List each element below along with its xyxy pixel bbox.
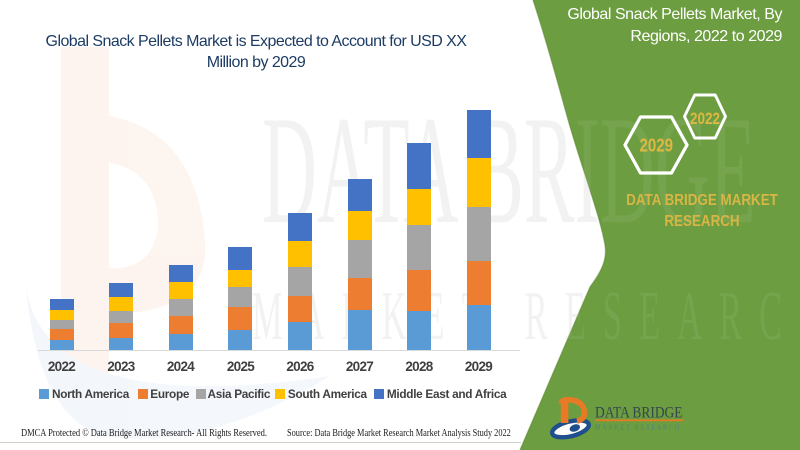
svg-text:2029: 2029 [640,135,674,156]
svg-text:DATA BRIDGE: DATA BRIDGE [595,405,683,422]
svg-text:MARKET RESEARCH: MARKET RESEARCH [595,423,681,431]
svg-text:2022: 2022 [690,110,720,128]
